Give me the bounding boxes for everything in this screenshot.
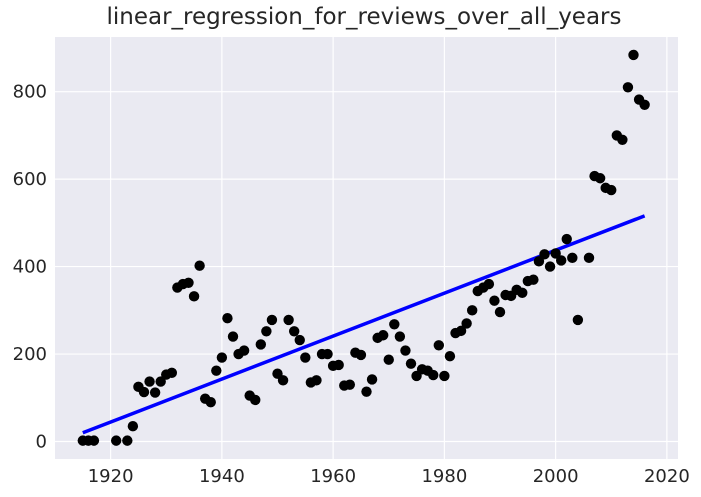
- data-point: [166, 367, 178, 379]
- data-point: [205, 396, 216, 408]
- data-point: [444, 351, 456, 362]
- data-point: [266, 314, 278, 326]
- data-point: [333, 359, 344, 371]
- data-points: [77, 49, 650, 446]
- data-point: [494, 306, 506, 318]
- data-point: [344, 379, 356, 390]
- data-point: [188, 291, 200, 302]
- y-tick-label: 200: [13, 344, 47, 365]
- data-point: [544, 261, 556, 272]
- data-point: [311, 375, 322, 386]
- data-point: [183, 277, 194, 288]
- data-point: [127, 421, 139, 432]
- data-point: [211, 365, 222, 376]
- data-point: [261, 326, 272, 337]
- grid: [55, 37, 678, 459]
- data-point: [110, 435, 122, 446]
- data-point: [216, 352, 228, 363]
- x-tick-label: 2000: [533, 466, 579, 487]
- tick-labels: 1920 1940 1960 1980 2000 2020 0 200 400 600 800: [13, 82, 690, 487]
- data-point: [144, 376, 155, 387]
- data-point: [461, 318, 472, 329]
- data-point: [622, 82, 634, 93]
- data-point: [583, 252, 595, 264]
- data-point: [288, 326, 300, 337]
- data-point: [277, 375, 289, 386]
- data-point: [227, 331, 239, 342]
- data-point: [194, 260, 205, 271]
- data-point: [405, 358, 417, 369]
- data-point: [439, 370, 450, 382]
- data-point: [572, 314, 584, 326]
- data-point: [238, 345, 250, 356]
- data-point: [394, 331, 406, 342]
- y-tick-label: 0: [36, 432, 47, 453]
- y-tick-label: 400: [13, 257, 47, 278]
- x-tick-label: 1940: [199, 466, 245, 487]
- data-point: [428, 369, 439, 381]
- data-point: [533, 256, 545, 267]
- data-point: [594, 173, 606, 184]
- data-point: [483, 278, 495, 290]
- data-point: [122, 435, 133, 446]
- data-point: [639, 99, 650, 110]
- data-point: [155, 376, 166, 387]
- data-point: [389, 319, 400, 330]
- data-point: [138, 386, 150, 398]
- x-tick-label: 2020: [644, 466, 690, 487]
- data-point: [255, 339, 267, 350]
- data-point: [149, 387, 161, 398]
- x-tick-label: 1920: [88, 466, 134, 487]
- data-point: [466, 305, 478, 316]
- data-point: [489, 295, 500, 306]
- data-point: [567, 252, 578, 264]
- data-point: [455, 325, 467, 337]
- data-point: [561, 233, 572, 245]
- data-point: [222, 312, 233, 324]
- data-point: [294, 334, 305, 346]
- x-tick-label: 1960: [310, 466, 356, 487]
- data-point: [383, 354, 394, 365]
- data-point: [250, 394, 261, 406]
- data-point: [606, 184, 617, 196]
- y-tick-label: 600: [13, 169, 47, 190]
- data-point: [300, 352, 311, 363]
- data-point: [555, 255, 567, 266]
- data-point: [528, 274, 539, 285]
- y-tick-label: 800: [13, 82, 47, 103]
- data-point: [361, 386, 372, 397]
- x-tick-label: 1980: [421, 466, 467, 487]
- data-point: [88, 435, 100, 446]
- data-point: [377, 330, 389, 341]
- chart-title: linear_regression_for_reviews_over_all_y…: [106, 4, 622, 30]
- data-point: [550, 248, 561, 259]
- data-point: [617, 134, 628, 145]
- data-point: [539, 249, 550, 260]
- data-point: [433, 340, 445, 351]
- data-point: [283, 314, 294, 326]
- data-point: [628, 49, 639, 61]
- data-point: [517, 287, 528, 299]
- data-point: [322, 348, 333, 360]
- data-point: [355, 349, 367, 361]
- data-point: [366, 374, 378, 385]
- data-point: [400, 345, 411, 356]
